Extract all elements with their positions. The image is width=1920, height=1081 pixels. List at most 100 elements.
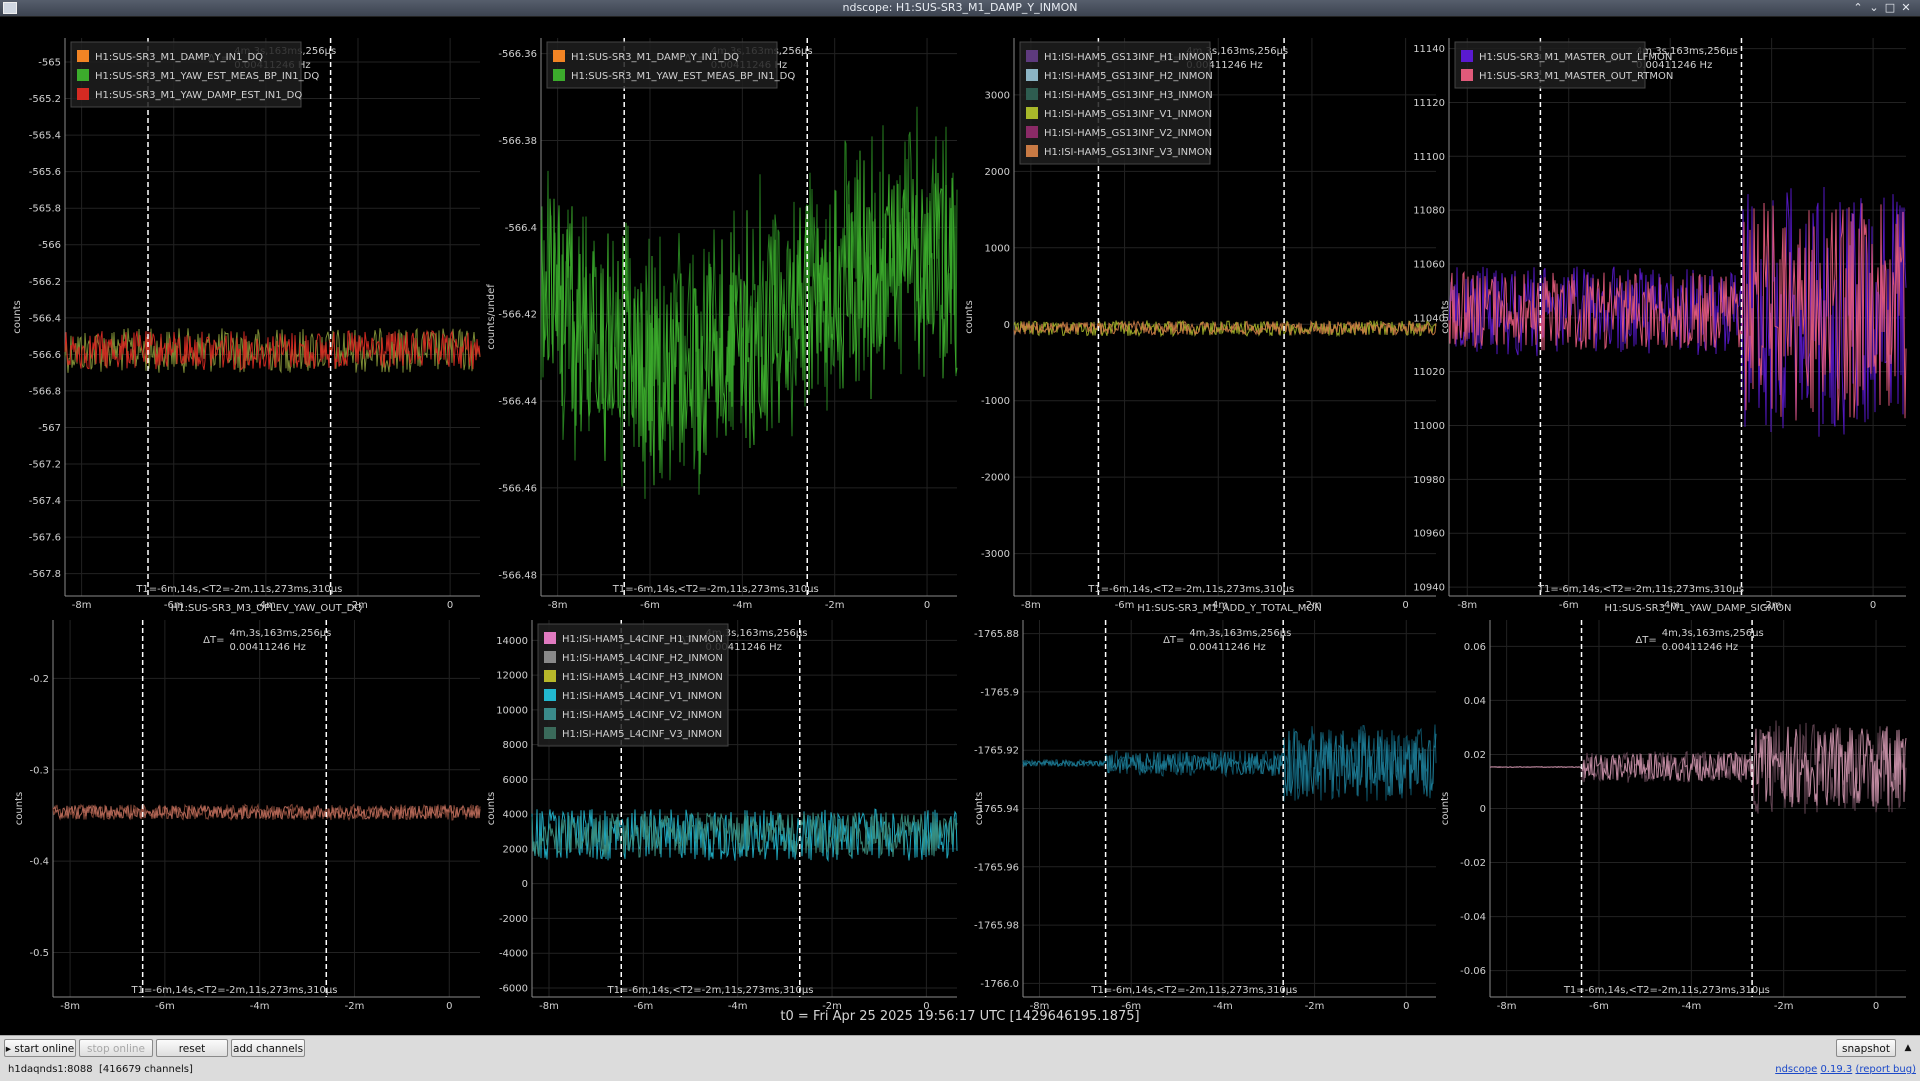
add-channels-button[interactable]: add channels xyxy=(231,1039,305,1057)
plot-panel[interactable]: 14000 12000 10000 8000 6000 4000 2000 0 -2000 -40… xyxy=(486,620,958,1012)
cursor-readout: T1=-6m,14s,<T2=-2m,11s,273ms,310μs xyxy=(612,584,819,595)
y-tick-label: -1000 xyxy=(981,396,1010,407)
legend-entry: H1:ISI-HAM5_GS13INF_V3_INMON xyxy=(1044,147,1212,158)
x-tick-label: 0 xyxy=(924,600,930,611)
legend-entry: H1:SUS-SR3_M1_DAMP_Y_IN1_DQ xyxy=(571,52,739,63)
y-tick-label: 0 xyxy=(1004,320,1010,331)
collapse-panel-icon[interactable]: ▲ xyxy=(1904,1043,1912,1053)
legend: H1:SUS-SR3_M1_DAMP_Y_IN1_DQ H1:SUS-SR3_M1… xyxy=(546,41,795,89)
y-axis-label: counts xyxy=(14,792,25,825)
y-tick-label: -1765.88 xyxy=(974,629,1019,640)
x-tick-label: 0 xyxy=(923,1001,929,1012)
ndscope-link[interactable]: ndscope xyxy=(1775,1064,1818,1075)
legend-entry: H1:ISI-HAM5_GS13INF_H3_INMON xyxy=(1044,90,1213,101)
report-bug-link[interactable]: (report bug) xyxy=(1855,1064,1916,1075)
trace-primary xyxy=(52,803,481,821)
status-version: ndscope 0.19.3 (report bug) xyxy=(1775,1064,1916,1075)
plot-title: H1:SUS-SR3_M1_ADD_Y_TOTAL_MON xyxy=(1137,603,1322,614)
x-tick-label: -2m xyxy=(825,600,845,611)
y-tick-label: 10940 xyxy=(1413,583,1445,594)
x-tick-label: -2m xyxy=(348,600,368,611)
plot-panel[interactable]: -0.2 -0.3 -0.4 -0.5 -8m -6m -4m -2m 0 counts H1:SU… xyxy=(14,603,481,1012)
plot-panel[interactable]: -1765.88 -1765.9 -1765.92 -1765.94 -1765.96 -… xyxy=(974,603,1437,1012)
y-tick-label: -2000 xyxy=(499,914,528,925)
snapshot-button[interactable]: snapshot xyxy=(1836,1039,1896,1057)
y-tick-label: 11100 xyxy=(1413,152,1445,163)
y-tick-label: -0.06 xyxy=(1460,966,1486,977)
y-tick-label: -4000 xyxy=(499,949,528,960)
delta-freq-label: 0.00411246 Hz xyxy=(706,642,782,653)
plot-panel[interactable]: -565 -565.2 -565.4 -565.6 -565.8 -566 -566.2 -5… xyxy=(12,38,481,611)
y-tick-label: -566.48 xyxy=(498,570,537,581)
y-tick-label: -1765.9 xyxy=(980,687,1019,698)
x-tick-label: -4m xyxy=(250,1001,270,1012)
y-tick-label: -0.4 xyxy=(29,857,49,868)
cursor-readout: T1=-6m,14s,<T2=-2m,11s,273ms,310μs xyxy=(1090,985,1297,996)
y-axis-label: counts xyxy=(1440,300,1451,333)
legend-swatch xyxy=(1461,50,1473,62)
y-axis-label: counts xyxy=(974,792,985,825)
play-icon: ▸ xyxy=(5,1043,15,1055)
stop-online-button[interactable]: stop online xyxy=(79,1039,153,1057)
y-tick-label: 11000 xyxy=(1413,421,1445,432)
x-tick-label: -8m xyxy=(1497,1001,1517,1012)
plot-grid[interactable]: -565 -565.2 -565.4 -565.6 -565.8 -566 -566.2 -5… xyxy=(0,17,1920,1037)
legend-entry: H1:SUS-SR3_M1_YAW_EST_MEAS_BP_IN1_DQ xyxy=(571,71,795,82)
close-window-icon[interactable]: ✕ xyxy=(1901,1,1911,14)
plot-panel[interactable]: 3000 2000 1000 0 -1000 -2000 -3000 -8m -6m -4m -2m… xyxy=(964,38,1437,611)
x-tick-label: -6m xyxy=(1559,600,1579,611)
x-tick-label: -4m xyxy=(1208,600,1228,611)
y-tick-label: -565.8 xyxy=(29,204,61,215)
legend-swatch xyxy=(544,708,556,720)
y-tick-label: 11040 xyxy=(1413,313,1445,324)
delta-freq-label: 0.00411246 Hz xyxy=(1662,642,1738,653)
cursor-readout: T1=-6m,14s,<T2=-2m,11s,273ms,310μs xyxy=(1087,584,1294,595)
x-tick-label: -2m xyxy=(1305,1001,1325,1012)
trace-primary xyxy=(1448,202,1907,421)
legend-entry: H1:ISI-HAM5_L4CINF_H1_INMON xyxy=(562,634,723,645)
plot-panel[interactable]: 0.06 0.04 0.02 0 -0.02 -0.04 -0.06 -8m -6m -4m -2m… xyxy=(1440,603,1907,1012)
legend-entry: H1:ISI-HAM5_L4CINF_V2_INMON xyxy=(562,710,722,721)
y-tick-label: -0.04 xyxy=(1460,912,1486,923)
y-tick-label: -567.2 xyxy=(29,460,61,471)
status-server: h1daqnds1:8088 [416679 channels] xyxy=(8,1064,193,1075)
cursor-readout: T1=-6m,14s,<T2=-2m,11s,273ms,310μs xyxy=(135,584,342,595)
legend-entry: H1:SUS-SR3_M1_MASTER_OUT_RTMON xyxy=(1479,71,1673,82)
y-tick-label: -0.5 xyxy=(29,948,49,959)
minimize-window-icon[interactable]: ⌄ xyxy=(1869,1,1879,14)
cursor-readout: T1=-6m,14s,<T2=-2m,11s,273ms,310μs xyxy=(1563,985,1770,996)
y-tick-label: -567 xyxy=(38,423,61,434)
y-tick-label: -1765.92 xyxy=(974,746,1019,757)
legend-entry: H1:ISI-HAM5_GS13INF_H2_INMON xyxy=(1044,71,1213,82)
x-tick-label: -8m xyxy=(72,600,92,611)
trace-secondary xyxy=(540,106,958,499)
x-tick-label: -4m xyxy=(1213,1001,1233,1012)
title-bar: ndscope: H1:SUS-SR3_M1_DAMP_Y_INMON ⌃ ⌄ … xyxy=(0,0,1920,17)
y-tick-label: 6000 xyxy=(503,775,528,786)
legend-entry: H1:SUS-SR3_M1_DAMP_Y_IN1_DQ xyxy=(95,52,263,63)
y-tick-label: -566.6 xyxy=(29,350,61,361)
version-link[interactable]: 0.19.3 xyxy=(1820,1064,1853,1075)
y-tick-label: -2000 xyxy=(981,473,1010,484)
legend-entry: H1:ISI-HAM5_GS13INF_V2_INMON xyxy=(1044,128,1212,139)
y-tick-label: -1765.94 xyxy=(974,804,1019,815)
plot-panel[interactable]: -566.36 -566.38 -566.4 -566.42 -566.44 -566.4… xyxy=(486,38,958,611)
x-tick-label: 0 xyxy=(447,600,453,611)
cursor-readout: T1=-6m,14s,<T2=-2m,11s,273ms,310μs xyxy=(130,985,337,996)
plot-panel[interactable]: 11140 11120 11100 11080 11060 11040 11020 11000… xyxy=(1413,38,1907,611)
delta-label: ΔT= xyxy=(203,635,224,646)
legend-box xyxy=(537,623,729,747)
y-tick-label: 11080 xyxy=(1413,206,1445,217)
legend-entry: H1:ISI-HAM5_L4CINF_H3_INMON xyxy=(562,672,723,683)
legend-swatch xyxy=(544,651,556,663)
app-icon xyxy=(3,2,17,14)
collapse-window-icon[interactable]: ⌃ xyxy=(1853,1,1863,14)
start-online-button[interactable]: ▸ start online xyxy=(4,1039,76,1057)
y-tick-label: 2000 xyxy=(503,844,528,855)
y-tick-label: 0 xyxy=(522,879,528,890)
maximize-window-icon[interactable]: □ xyxy=(1884,1,1896,14)
reset-button[interactable]: reset xyxy=(156,1039,228,1057)
x-tick-label: -6m xyxy=(1589,1001,1609,1012)
y-tick-label: -567.8 xyxy=(29,569,61,580)
y-tick-label: 3000 xyxy=(985,90,1010,101)
